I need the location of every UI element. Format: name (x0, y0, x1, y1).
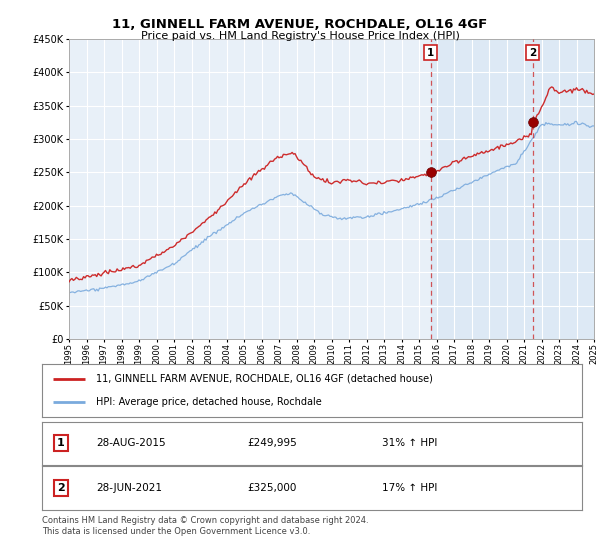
Text: 31% ↑ HPI: 31% ↑ HPI (382, 438, 437, 448)
Bar (431, 39, 594, 339)
Text: 1: 1 (57, 438, 65, 448)
Text: Contains HM Land Registry data © Crown copyright and database right 2024.
This d: Contains HM Land Registry data © Crown c… (42, 516, 368, 536)
Text: Price paid vs. HM Land Registry's House Price Index (HPI): Price paid vs. HM Land Registry's House … (140, 31, 460, 41)
Text: 11, GINNELL FARM AVENUE, ROCHDALE, OL16 4GF (detached house): 11, GINNELL FARM AVENUE, ROCHDALE, OL16 … (96, 374, 433, 384)
Text: £325,000: £325,000 (247, 483, 296, 493)
Text: HPI: Average price, detached house, Rochdale: HPI: Average price, detached house, Roch… (96, 397, 322, 407)
Text: 17% ↑ HPI: 17% ↑ HPI (382, 483, 437, 493)
Text: 28-JUN-2021: 28-JUN-2021 (96, 483, 162, 493)
Text: £249,995: £249,995 (247, 438, 297, 448)
Text: 2: 2 (529, 48, 536, 58)
Text: 28-AUG-2015: 28-AUG-2015 (96, 438, 166, 448)
Text: 2: 2 (57, 483, 65, 493)
Text: 1: 1 (427, 48, 434, 58)
Text: 11, GINNELL FARM AVENUE, ROCHDALE, OL16 4GF: 11, GINNELL FARM AVENUE, ROCHDALE, OL16 … (112, 18, 488, 31)
